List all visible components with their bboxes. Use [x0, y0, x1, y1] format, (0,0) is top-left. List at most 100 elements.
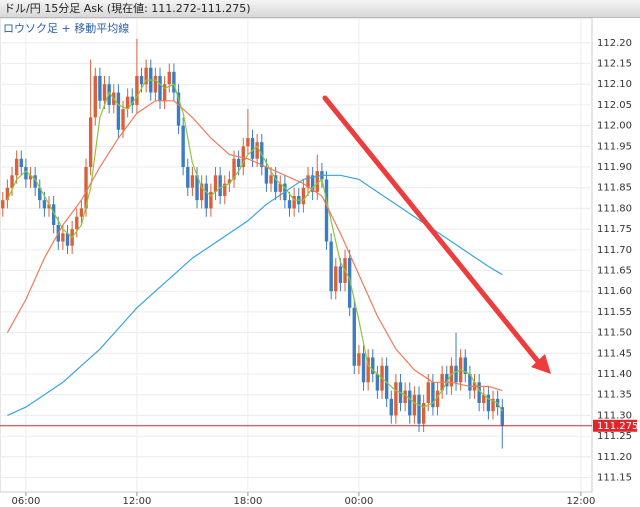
- candle-body: [463, 357, 467, 375]
- candle-body: [51, 204, 56, 225]
- moving-average-line: [6, 100, 503, 392]
- candle-body: [209, 191, 213, 209]
- candle-body: [38, 187, 42, 201]
- candle-body: [445, 374, 449, 387]
- candle-body: [172, 71, 176, 93]
- y-tick-label: 112.05: [597, 100, 632, 111]
- x-tick-label: 06:00: [11, 496, 40, 507]
- candle-body: [14, 158, 19, 176]
- candle-body: [421, 402, 426, 424]
- candle-body: [435, 390, 440, 408]
- candle-body: [357, 353, 361, 366]
- candle-body: [5, 187, 10, 201]
- candle-body: [195, 175, 199, 201]
- candle-body: [241, 146, 245, 168]
- candle-body: [218, 175, 222, 197]
- candle-body: [250, 138, 255, 159]
- candle-body: [65, 233, 70, 246]
- candle-body: [19, 158, 23, 168]
- candle-body: [190, 175, 195, 188]
- candle-body: [121, 109, 125, 130]
- y-tick-label: 111.70: [597, 245, 632, 256]
- chart: 112.20 112.15 112.10 112.05 112.00 111.95 111.…: [0, 18, 638, 507]
- candle-body: [125, 96, 130, 110]
- y-tick-label: 111.65: [597, 266, 632, 277]
- candle-body: [426, 382, 430, 403]
- candle-body: [431, 382, 435, 408]
- candle-body: [42, 200, 47, 209]
- candle-body: [213, 175, 218, 192]
- x-tick-label: 12:00: [122, 496, 151, 507]
- current-price-box: [593, 419, 637, 432]
- candle-body: [130, 96, 134, 105]
- y-tick-label: 111.95: [597, 141, 632, 152]
- y-tick-label: 111.85: [597, 183, 632, 194]
- candle-body: [93, 75, 97, 118]
- candle-body: [33, 175, 37, 188]
- candle-body: [292, 196, 296, 209]
- y-tick-label: 111.55: [597, 307, 632, 318]
- candle-body: [236, 158, 241, 168]
- y-tick-label: 112.15: [597, 59, 632, 70]
- y-tick-label: 111.25: [597, 431, 632, 442]
- candle-body: [491, 398, 495, 412]
- x-tick-label: 12:00: [566, 496, 595, 507]
- x-tick-label: 00:00: [344, 496, 373, 507]
- candle-body: [361, 353, 366, 383]
- y-tick-label: 111.80: [597, 203, 632, 214]
- candle-body: [264, 167, 269, 184]
- y-tick-label: 111.40: [597, 369, 632, 380]
- candle-body: [287, 200, 292, 209]
- candle-body: [28, 175, 33, 180]
- y-tick-label: 111.35: [597, 390, 632, 401]
- x-tick-label: 18:00: [233, 496, 262, 507]
- candle-body: [352, 307, 356, 366]
- candle-body: [315, 171, 319, 192]
- candle-body: [449, 365, 454, 387]
- trend-arrow-head: [531, 354, 551, 374]
- y-tick-label: 111.30: [597, 410, 632, 421]
- y-tick-label: 111.15: [597, 473, 632, 484]
- candle-body: [371, 357, 375, 375]
- candle-body: [158, 75, 162, 101]
- trend-arrow: [322, 95, 543, 367]
- candle-body: [102, 84, 107, 101]
- y-tick-label: 111.20: [597, 452, 632, 463]
- candle-body: [500, 407, 504, 426]
- candle-body: [403, 390, 407, 403]
- candle-body: [255, 142, 259, 159]
- candle-body: [347, 258, 352, 308]
- candle-body: [98, 75, 102, 101]
- candle-body: [324, 179, 329, 242]
- candle-body: [310, 175, 315, 192]
- candle-body: [10, 175, 14, 188]
- candle-body: [412, 394, 417, 416]
- current-price-label: 111.275: [597, 421, 638, 432]
- candle-body: [1, 200, 5, 209]
- candle-body: [75, 216, 79, 230]
- candle-body: [246, 138, 250, 147]
- candle-body: [199, 183, 204, 201]
- candle-body: [394, 382, 398, 416]
- candle-body: [389, 398, 393, 416]
- candle-body: [162, 84, 167, 101]
- candle-body: [269, 175, 273, 184]
- y-tick-label: 112.20: [597, 38, 632, 49]
- candle-body: [167, 71, 171, 85]
- candle-body: [232, 158, 236, 180]
- subtitle: ロウソク足 + 移動平均線: [3, 22, 130, 35]
- y-tick-label: 112.00: [597, 121, 632, 132]
- y-tick-label: 111.90: [597, 162, 632, 173]
- candle-body: [334, 266, 338, 292]
- candle-body: [477, 382, 481, 403]
- candle-body: [79, 208, 84, 217]
- candle-body: [329, 241, 333, 292]
- candle-body: [366, 357, 370, 383]
- candle-body: [107, 84, 111, 105]
- candle-body: [375, 374, 380, 391]
- candle-body: [223, 183, 227, 197]
- candle-body: [273, 175, 278, 192]
- candle-body: [186, 167, 190, 188]
- candle-body: [486, 394, 491, 412]
